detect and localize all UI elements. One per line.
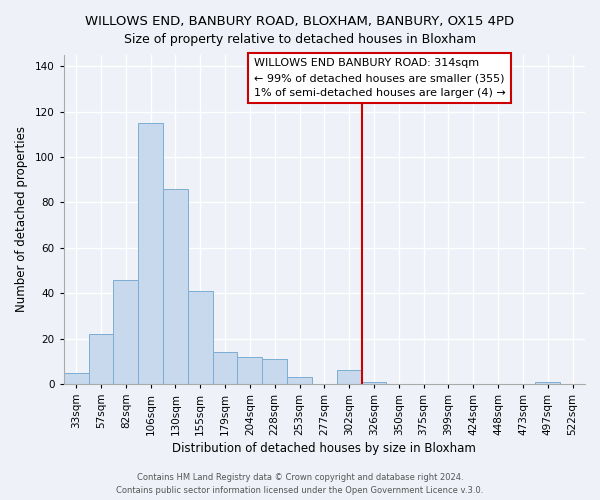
Bar <box>64 372 89 384</box>
Bar <box>163 189 188 384</box>
Bar <box>188 291 212 384</box>
Bar <box>212 352 238 384</box>
X-axis label: Distribution of detached houses by size in Bloxham: Distribution of detached houses by size … <box>172 442 476 455</box>
Text: WILLOWS END BANBURY ROAD: 314sqm
← 99% of detached houses are smaller (355)
1% o: WILLOWS END BANBURY ROAD: 314sqm ← 99% o… <box>254 58 506 98</box>
Bar <box>113 280 138 384</box>
Text: Size of property relative to detached houses in Bloxham: Size of property relative to detached ho… <box>124 32 476 46</box>
Bar <box>535 382 560 384</box>
Bar <box>138 123 163 384</box>
Text: Contains HM Land Registry data © Crown copyright and database right 2024.
Contai: Contains HM Land Registry data © Crown c… <box>116 474 484 495</box>
Bar <box>238 356 262 384</box>
Y-axis label: Number of detached properties: Number of detached properties <box>15 126 28 312</box>
Bar <box>287 377 312 384</box>
Bar <box>89 334 113 384</box>
Bar <box>262 359 287 384</box>
Bar <box>362 382 386 384</box>
Text: WILLOWS END, BANBURY ROAD, BLOXHAM, BANBURY, OX15 4PD: WILLOWS END, BANBURY ROAD, BLOXHAM, BANB… <box>85 15 515 28</box>
Bar <box>337 370 362 384</box>
